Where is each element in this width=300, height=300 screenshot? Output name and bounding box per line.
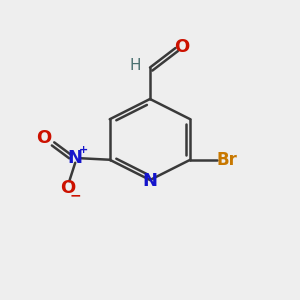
Text: H: H: [130, 58, 141, 73]
Text: N: N: [142, 172, 158, 190]
Text: −: −: [69, 189, 81, 203]
Text: O: O: [36, 129, 51, 147]
Text: O: O: [60, 179, 75, 197]
Text: N: N: [68, 149, 83, 167]
Text: Br: Br: [216, 151, 237, 169]
Text: O: O: [175, 38, 190, 56]
Text: +: +: [79, 145, 88, 155]
